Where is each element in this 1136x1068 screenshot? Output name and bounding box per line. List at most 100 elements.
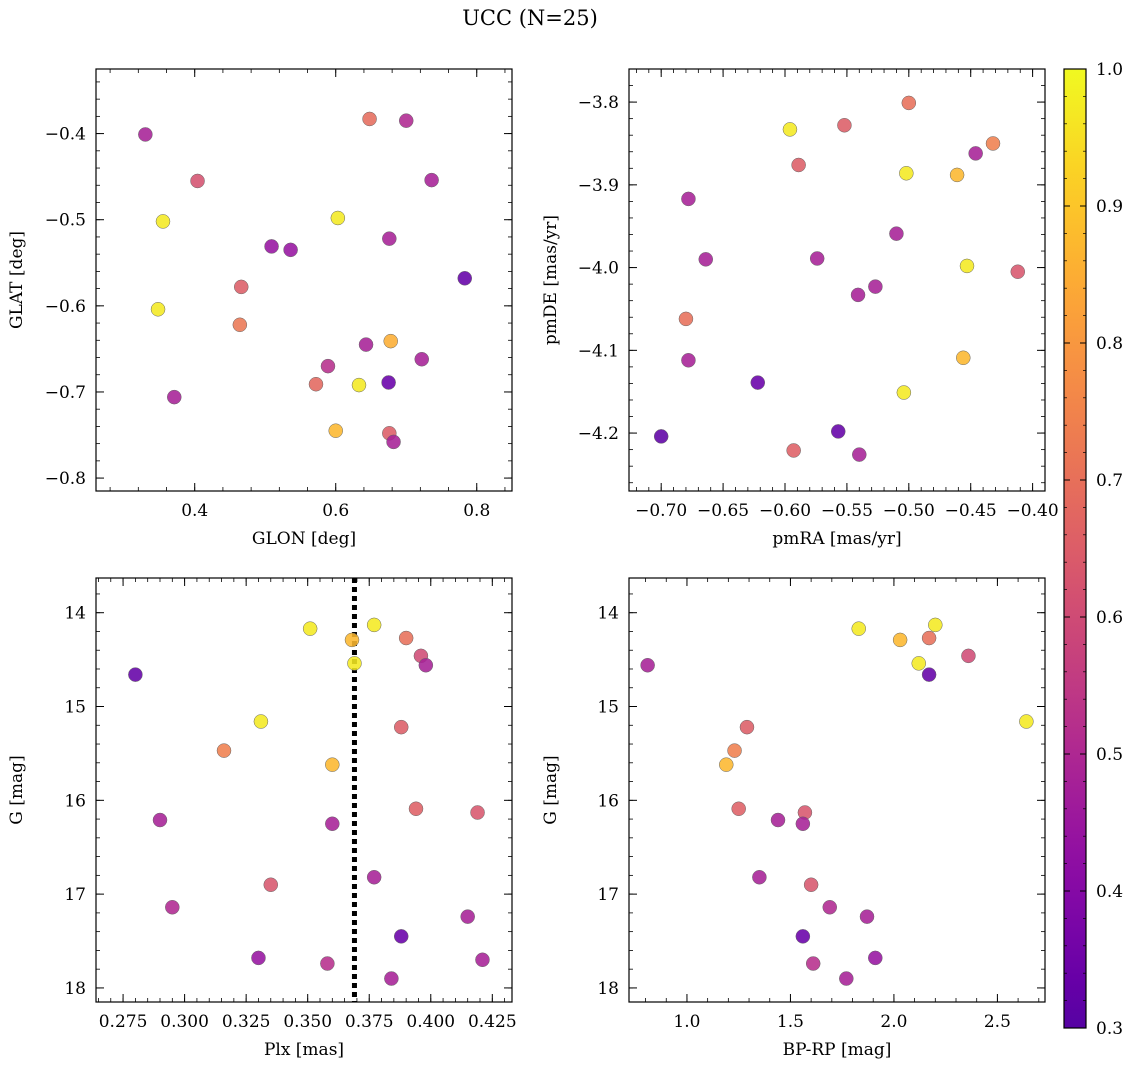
scatter-point <box>868 279 883 294</box>
scatter-point <box>263 877 279 892</box>
scatter-point <box>470 805 485 820</box>
axes-frame <box>95 577 513 1003</box>
scatter-point <box>155 214 171 229</box>
x-tick-label: 0.6 <box>322 501 349 521</box>
scatter-point <box>460 909 475 924</box>
y-tick-label: −4.2 <box>578 424 619 444</box>
scatter-point <box>956 350 971 366</box>
x-tick-label: 1.0 <box>673 1012 700 1032</box>
scatter-point <box>959 258 975 274</box>
x-tick-label: 0.325 <box>222 1012 271 1032</box>
scatter-point <box>653 429 669 444</box>
x-tick-label: 0.8 <box>463 501 490 521</box>
scatter-point <box>719 757 734 772</box>
scatter-point <box>961 648 976 664</box>
scatter-point <box>805 956 821 971</box>
x-tick-label: 0.4 <box>181 501 208 521</box>
colorbar-tick-label: 0.3 <box>1096 1019 1123 1039</box>
scatter-point <box>418 657 434 673</box>
scatter-point <box>739 719 755 735</box>
colorbar-tick-label: 0.8 <box>1096 334 1123 354</box>
y-tick-label: 18 <box>64 979 86 999</box>
scatter-point <box>138 127 153 142</box>
scatter-point <box>851 621 866 636</box>
scatter-point <box>424 172 439 188</box>
x-axis-label: pmRA [mas/yr] <box>772 529 901 549</box>
y-tick-label: −0.4 <box>45 125 86 145</box>
scatter-point <box>985 136 1001 151</box>
colorbar-tick-label: 0.5 <box>1096 745 1123 765</box>
scatter-point <box>408 801 424 817</box>
x-tick-label: 2.5 <box>984 1012 1011 1032</box>
scatter-point <box>190 173 205 189</box>
panel-pmra-pmde: −0.70 −0.65 −0.60 −0.55 −0.50 −0.45 −0.40 −4.2 −… <box>541 68 1059 549</box>
scatter-point <box>750 375 766 390</box>
scatter-point <box>167 389 182 405</box>
scatter-point <box>320 956 335 971</box>
scatter-point <box>325 816 340 832</box>
scatter-point <box>128 667 143 682</box>
scatter-point <box>770 812 786 828</box>
colorbar-tick-label: 0.4 <box>1096 882 1123 902</box>
scatter-point <box>233 279 249 295</box>
scatter-point <box>251 950 266 966</box>
scatter-point <box>382 231 397 246</box>
colorbar-tick-label: 0.7 <box>1096 471 1123 491</box>
x-tick-label: 0.275 <box>99 1012 148 1032</box>
scatter-point <box>302 621 318 636</box>
y-tick-label: 15 <box>597 698 619 718</box>
scatter-point <box>752 869 767 885</box>
scatter-point <box>398 630 414 646</box>
scatter-point <box>911 656 927 671</box>
scatter-point <box>889 226 904 241</box>
scatter-point <box>344 632 360 648</box>
y-tick-label: −4.1 <box>578 341 619 361</box>
scatter-point <box>899 166 914 181</box>
x-tick-label: −0.40 <box>1007 501 1059 521</box>
x-tick-label: 0.300 <box>160 1012 209 1032</box>
y-tick-label: −0.8 <box>45 469 86 489</box>
y-tick-label: 14 <box>64 604 86 624</box>
scatter-point <box>384 971 399 986</box>
scatter-point <box>795 816 811 832</box>
scatter-point <box>837 118 852 133</box>
x-tick-label: 1.5 <box>777 1012 804 1032</box>
y-tick-label: −4.0 <box>578 259 619 279</box>
colorbar-gradient <box>1063 68 1087 1029</box>
scatter-point <box>393 929 409 944</box>
scatter-point <box>698 252 714 267</box>
scatter-point <box>330 210 346 226</box>
panel-glon-glat: 0.4 0.6 0.8 −0.8 −0.7 −0.6 −0.5 −0.4 GLON [deg] G… <box>7 68 513 549</box>
scatter-point <box>786 443 801 458</box>
x-tick-label: −0.70 <box>635 501 687 521</box>
y-axis-label: G [mag] <box>7 755 27 824</box>
scatter-point <box>949 167 965 183</box>
scatter-point <box>283 242 298 258</box>
panel-bprp-g: 1.0 1.5 2.0 2.5 14 15 16 17 18 BP-RP [mag] G [mag] <box>541 577 1046 1060</box>
y-tick-label: −3.9 <box>578 176 619 196</box>
scatter-point <box>852 447 867 462</box>
y-tick-label: 14 <box>597 604 619 624</box>
scatter-point <box>362 111 377 127</box>
y-axis-label: G [mag] <box>541 755 561 824</box>
scatter-point <box>264 239 279 254</box>
colorbar-tick-label: 0.9 <box>1096 197 1123 217</box>
scatter-point <box>366 869 382 885</box>
x-axis-label: GLON [deg] <box>252 529 356 549</box>
y-tick-label: −0.6 <box>45 297 86 317</box>
x-tick-label: −0.55 <box>821 501 873 521</box>
y-axis-label: pmDE [mas/yr] <box>541 215 561 345</box>
scatter-point <box>383 333 398 349</box>
y-tick-label: −0.5 <box>45 211 86 231</box>
x-tick-label: −0.65 <box>697 501 749 521</box>
axes-frame <box>95 68 513 492</box>
scatter-point <box>414 351 429 367</box>
scatter-point <box>152 812 168 828</box>
scatter-point <box>351 377 367 393</box>
y-axis-label: GLAT [deg] <box>7 231 27 329</box>
axes-frame <box>628 577 1046 1003</box>
scatter-point <box>393 719 409 735</box>
y-tick-label: 17 <box>64 885 86 905</box>
scatter-point <box>216 743 232 758</box>
